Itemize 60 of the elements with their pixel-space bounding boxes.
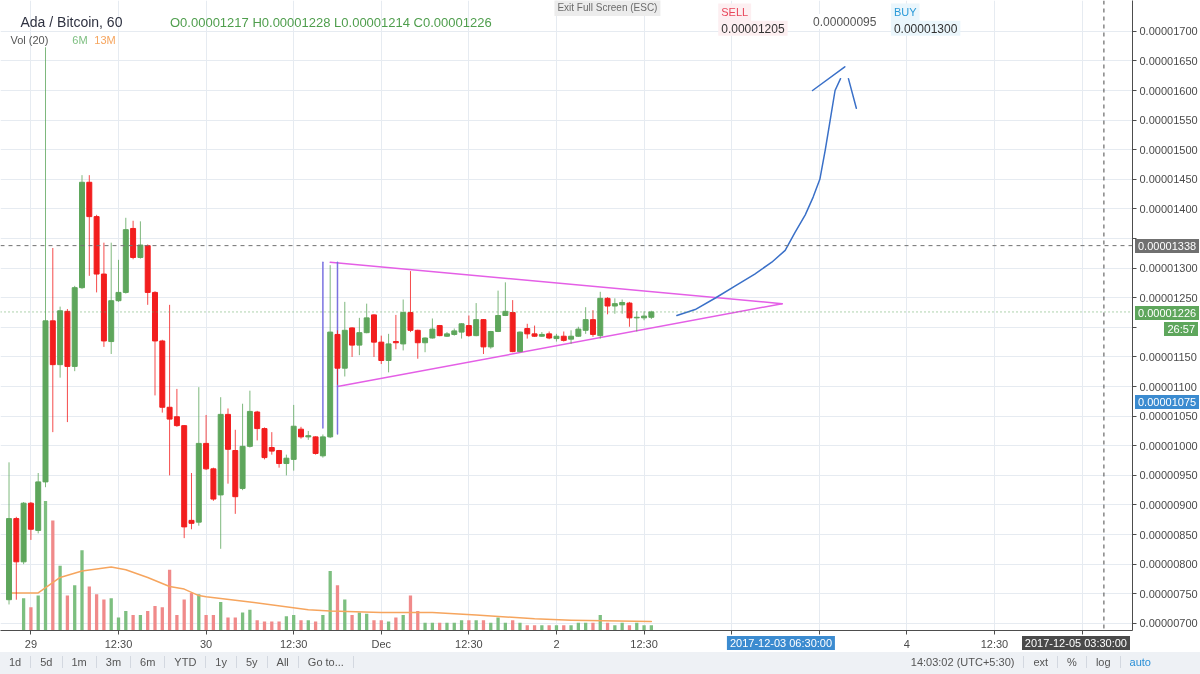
text: % bbox=[1058, 656, 1087, 669]
y-tick-label: 0.00000800 bbox=[1139, 558, 1198, 571]
ref-line-label: 0.00001226 26:57 bbox=[1137, 305, 1198, 336]
y-tick-label: 0.00001050 bbox=[1139, 410, 1198, 423]
x-tick-label: 12:30 bbox=[630, 637, 658, 650]
ref-line-label: 0.00001338 bbox=[1135, 239, 1200, 254]
text: O0.00001217 H0.00001228 L0.00001214 C0.00001226 bbox=[170, 14, 492, 30]
x-tick-label: 12:30 bbox=[279, 637, 308, 650]
y-tick-label: 0.00001150 bbox=[1139, 350, 1197, 363]
text: 1d bbox=[0, 656, 32, 669]
text: 5y bbox=[236, 656, 268, 669]
y-tick-label: 0.00000700 bbox=[1139, 617, 1198, 630]
y-tick-label: 0.00001000 bbox=[1139, 439, 1198, 452]
y-tick-label: 0.00001650 bbox=[1139, 54, 1198, 67]
text: 6M bbox=[72, 34, 88, 47]
y-tick-label: 0.00000750 bbox=[1139, 587, 1198, 600]
y-tick-label: 0.00001500 bbox=[1139, 143, 1198, 156]
annotation: SELL bbox=[721, 6, 749, 19]
ref-line-label: 2017-12-05 03:30:00 bbox=[1021, 636, 1130, 650]
chart-title: Vol (20) bbox=[10, 34, 49, 47]
text: 1y bbox=[206, 656, 237, 669]
y-tick-label: 0.00001250 bbox=[1139, 291, 1198, 304]
text: 6m bbox=[131, 656, 166, 669]
x-tick-label: 12:30 bbox=[104, 637, 133, 650]
y-tick-label: 0.00001600 bbox=[1139, 84, 1198, 97]
text: 13M bbox=[94, 34, 116, 47]
annotation: 0.00000095 bbox=[813, 14, 877, 29]
y-tick-label: 0.00001300 bbox=[1139, 262, 1198, 275]
text: ext bbox=[1024, 656, 1059, 669]
text: 3m bbox=[96, 656, 132, 669]
x-tick-label: Dec bbox=[371, 637, 392, 650]
x-tick-label: 12:30 bbox=[980, 637, 1009, 650]
annotation: Exit Full Screen (ESC) bbox=[557, 1, 658, 13]
annotation: 0.00001205 bbox=[721, 21, 785, 36]
text: auto bbox=[1128, 656, 1152, 669]
x-tick-label: 12:30 bbox=[455, 637, 483, 650]
y-tick-label: 0.00000950 bbox=[1139, 469, 1198, 482]
text: 0.00001075 bbox=[1135, 395, 1200, 409]
y-tick-label: 0.00001400 bbox=[1139, 202, 1198, 215]
text: Ada / Bitcoin, 60 bbox=[20, 14, 123, 31]
y-tick-label: 0.00000900 bbox=[1139, 498, 1198, 511]
y-tick-label: 0.00000850 bbox=[1139, 528, 1198, 541]
text: 14:03:02 (UTC+5:30) bbox=[901, 656, 1025, 669]
x-tick-label: 2 bbox=[553, 637, 560, 650]
y-tick-label: 0.00001700 bbox=[1139, 25, 1198, 38]
x-tick-label: 29 bbox=[24, 637, 38, 650]
text: log bbox=[1086, 656, 1121, 669]
text: YTD bbox=[165, 656, 207, 669]
annotation: 0.00001300 bbox=[893, 21, 958, 36]
x-tick-label: 4 bbox=[903, 637, 910, 650]
text: All bbox=[267, 656, 299, 669]
annotation: BUY bbox=[893, 6, 918, 19]
x-tick-label: 30 bbox=[199, 637, 213, 650]
text: 2017-12-03 06:30:00 bbox=[726, 636, 836, 650]
y-tick-label: 0.00001450 bbox=[1139, 173, 1198, 186]
text: 1m bbox=[62, 656, 97, 669]
y-tick-label: 0.00001100 bbox=[1139, 380, 1197, 393]
text: 5d bbox=[31, 656, 63, 669]
y-tick-label: 0.00001550 bbox=[1139, 114, 1198, 127]
text: Go to... bbox=[298, 656, 354, 669]
